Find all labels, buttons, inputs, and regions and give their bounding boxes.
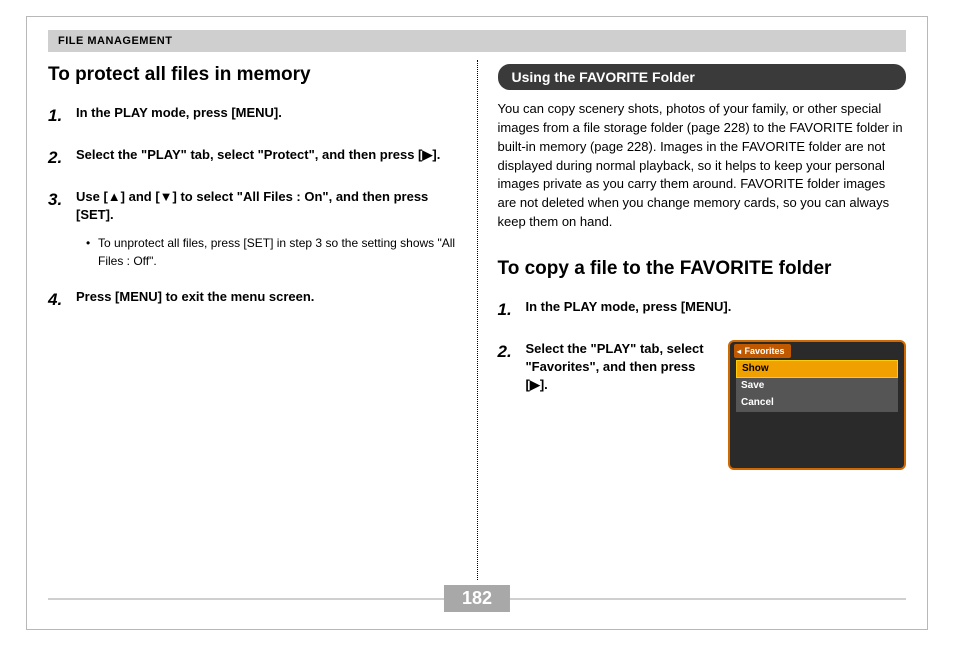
step2-text-wrap: 2. Select the "PLAY" tab, select "Favori… — [498, 340, 719, 395]
step-text: Select the "PLAY" tab, select "Protect",… — [76, 146, 440, 170]
right-column: Using the FAVORITE Folder You can copy s… — [478, 60, 907, 580]
sub-bullet: • To unprotect all files, press [SET] in… — [86, 234, 457, 270]
section-header-bar: FILE MANAGEMENT — [48, 30, 906, 52]
step-text: Use [▲] and [▼] to select "All Files : O… — [76, 188, 457, 224]
favorite-body-text: You can copy scenery shots, photos of yo… — [498, 100, 907, 232]
menu-item-save: Save — [736, 378, 898, 395]
left-steps-list: 1. In the PLAY mode, press [MENU]. 2. Se… — [48, 104, 457, 312]
pill-header-text: Using the FAVORITE Folder — [512, 69, 695, 85]
step-text: In the PLAY mode, press [MENU]. — [526, 298, 732, 322]
sub-bullet-text: To unprotect all files, press [SET] in s… — [98, 234, 457, 270]
menu-item-show: Show — [736, 360, 898, 378]
menu-item-cancel: Cancel — [736, 395, 898, 412]
step-number: 1. — [48, 104, 72, 128]
step-item: 3. Use [▲] and [▼] to select "All Files … — [48, 188, 457, 224]
content-area: To protect all files in memory 1. In the… — [48, 60, 906, 580]
step-text: In the PLAY mode, press [MENU]. — [76, 104, 282, 128]
step-item: 1. In the PLAY mode, press [MENU]. — [498, 298, 907, 322]
step-item: 2. Select the "PLAY" tab, select "Protec… — [48, 146, 457, 170]
step-number: 4. — [48, 288, 72, 312]
step-number: 1. — [498, 298, 522, 322]
step-text: Press [MENU] to exit the menu screen. — [76, 288, 314, 312]
step-item: 2. Select the "PLAY" tab, select "Favori… — [498, 340, 907, 470]
pill-header: Using the FAVORITE Folder — [498, 64, 907, 90]
step-item: 4. Press [MENU] to exit the menu screen. — [48, 288, 457, 312]
step-number: 3. — [48, 188, 72, 224]
page-number: 182 — [444, 585, 510, 612]
screenshot-tab: Favorites — [734, 344, 791, 359]
bullet-dot: • — [86, 234, 98, 270]
right-subtitle: To copy a file to the FAVORITE folder — [498, 258, 907, 280]
step-item: 1. In the PLAY mode, press [MENU]. — [48, 104, 457, 128]
step-number: 2. — [498, 340, 522, 395]
section-header-text: FILE MANAGEMENT — [58, 35, 172, 47]
left-title: To protect all files in memory — [48, 64, 457, 86]
screenshot-tab-label: Favorites — [745, 346, 785, 356]
screenshot-menu: Show Save Cancel — [736, 360, 898, 412]
step-text: Select the "PLAY" tab, select "Favorites… — [526, 340, 719, 395]
right-steps-list: 1. In the PLAY mode, press [MENU]. 2. Se… — [498, 298, 907, 470]
camera-menu-screenshot: Favorites Show Save Cancel — [728, 340, 906, 470]
step-number: 2. — [48, 146, 72, 170]
left-column: To protect all files in memory 1. In the… — [48, 60, 477, 580]
